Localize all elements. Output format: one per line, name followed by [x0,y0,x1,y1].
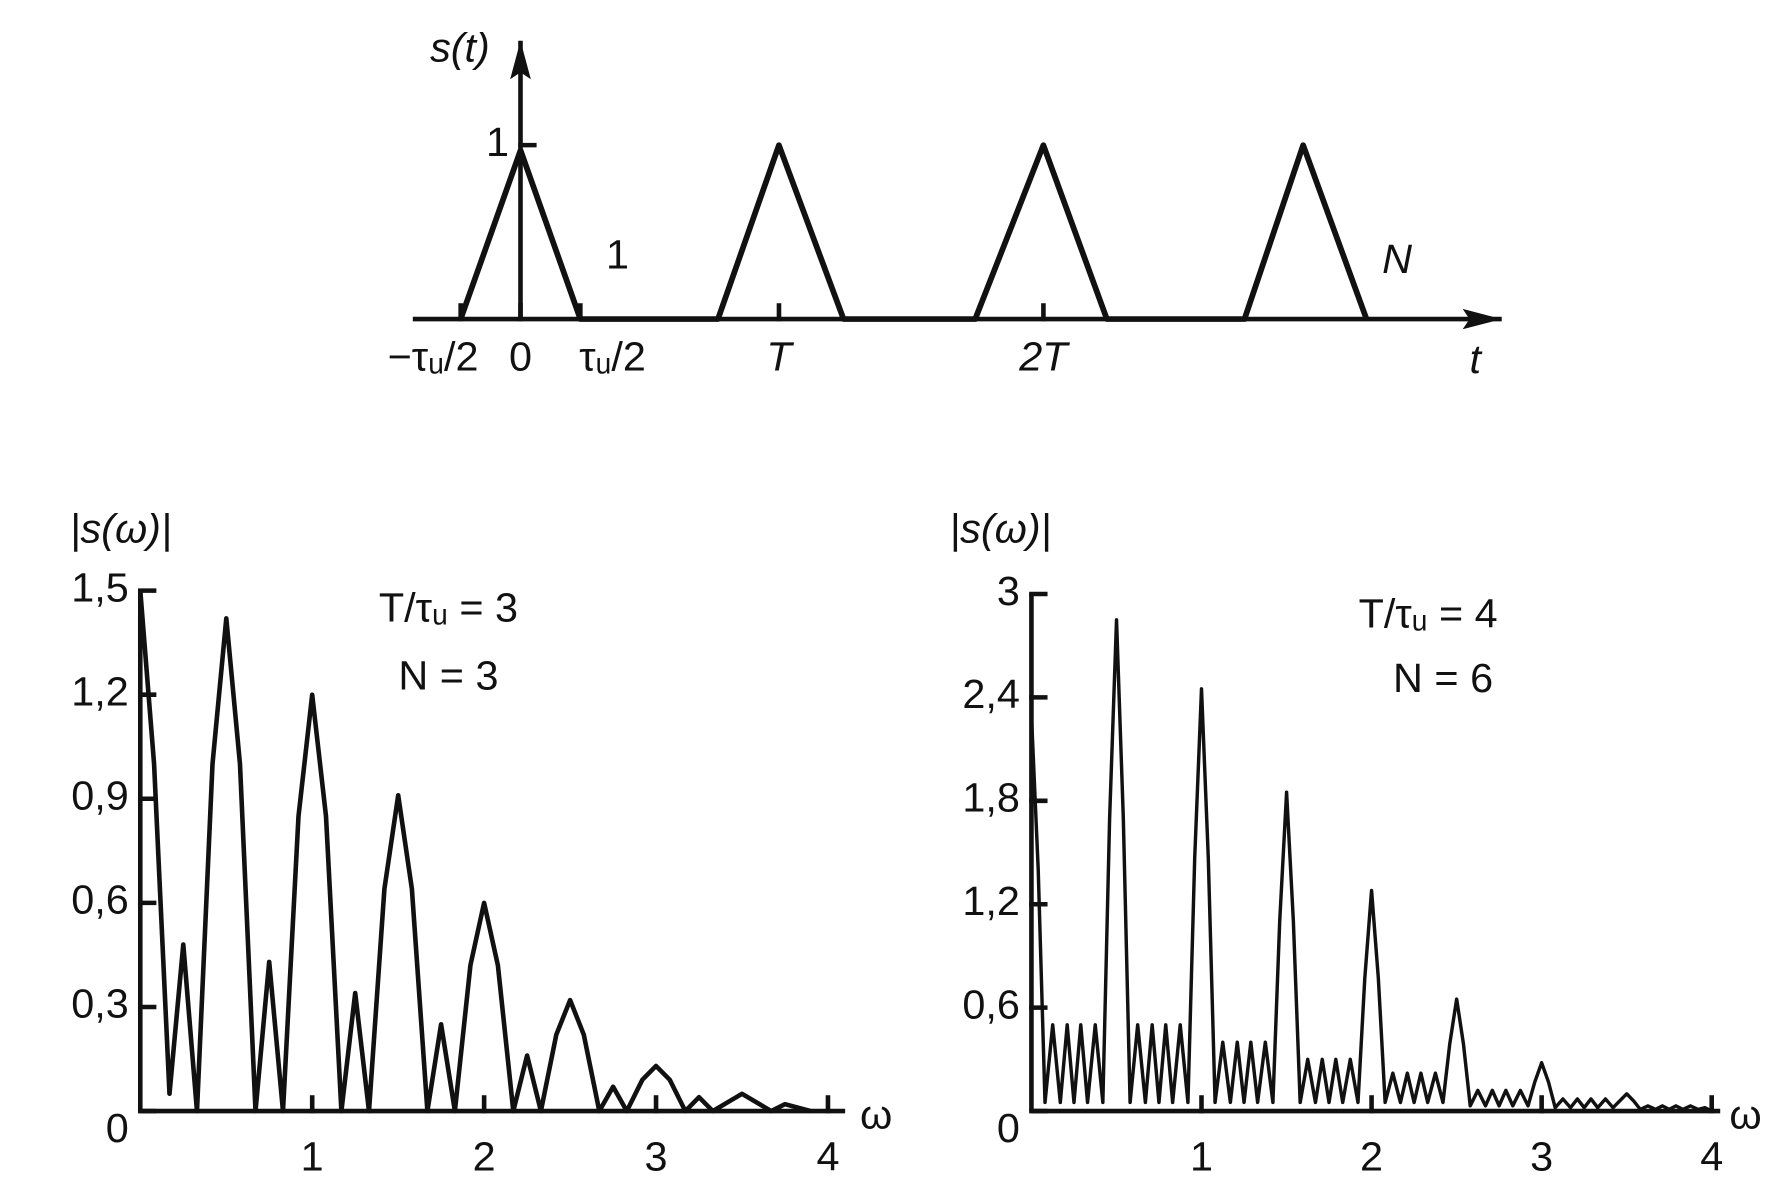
y-axis-label: |s(ω)| [949,506,1051,552]
annotation: 1 [606,232,629,278]
x-tick-label: 1 [1190,1134,1213,1180]
y-tick-label: 1,2 [71,669,129,715]
y-axis-label: s(t) [430,25,490,71]
annotation: N [1382,237,1412,283]
y-tick-label: 0,3 [71,981,129,1027]
annotation: N = 3 [398,653,498,699]
y-tick-label: 0,9 [71,773,129,819]
x-tick-label: 0 [509,334,532,380]
x-tick-label: 2 [1360,1134,1383,1180]
x-tick-label: 2 [473,1134,496,1180]
y-tick-label: 1 [486,119,509,165]
x-tick-label: τᵤ/2 [579,334,646,380]
x-axis-label: ω [860,1092,892,1138]
x-tick-label: 2T [1018,334,1070,380]
y-tick-label: 0,6 [71,877,129,923]
y-axis-arrow [510,40,531,80]
x-tick-label: −τᵤ/2 [388,334,479,380]
y-tick-label: 0,6 [962,982,1020,1028]
x-tick-label: 4 [816,1134,839,1180]
annotation: T/τᵤ = 3 [379,585,518,631]
annotation: T/τᵤ = 4 [1359,591,1498,637]
y-tick-label: 1,5 [71,565,129,611]
x-tick-label: 3 [1530,1134,1553,1180]
x-axis-label: ω [1729,1092,1761,1138]
x-tick-label: 1 [301,1134,324,1180]
data-line [1029,618,1713,1113]
y-tick-label: 0 [106,1105,129,1151]
y-tick-label: 3 [997,568,1020,614]
y-tick-label: 1,8 [962,775,1020,821]
data-line [137,590,812,1114]
x-tick-label: 3 [645,1134,668,1180]
y-axis-label: |s(ω)| [70,506,172,552]
y-tick-label: 0 [997,1105,1020,1151]
y-tick-label: 2,4 [962,671,1020,717]
x-axis-arrow [1462,308,1502,330]
x-axis-label: t [1470,336,1483,382]
data-line [457,142,1370,322]
y-tick-label: 1,2 [962,878,1020,924]
x-tick-label: 4 [1700,1134,1723,1180]
annotation: N = 6 [1393,655,1493,701]
x-tick-label: T [766,334,794,380]
